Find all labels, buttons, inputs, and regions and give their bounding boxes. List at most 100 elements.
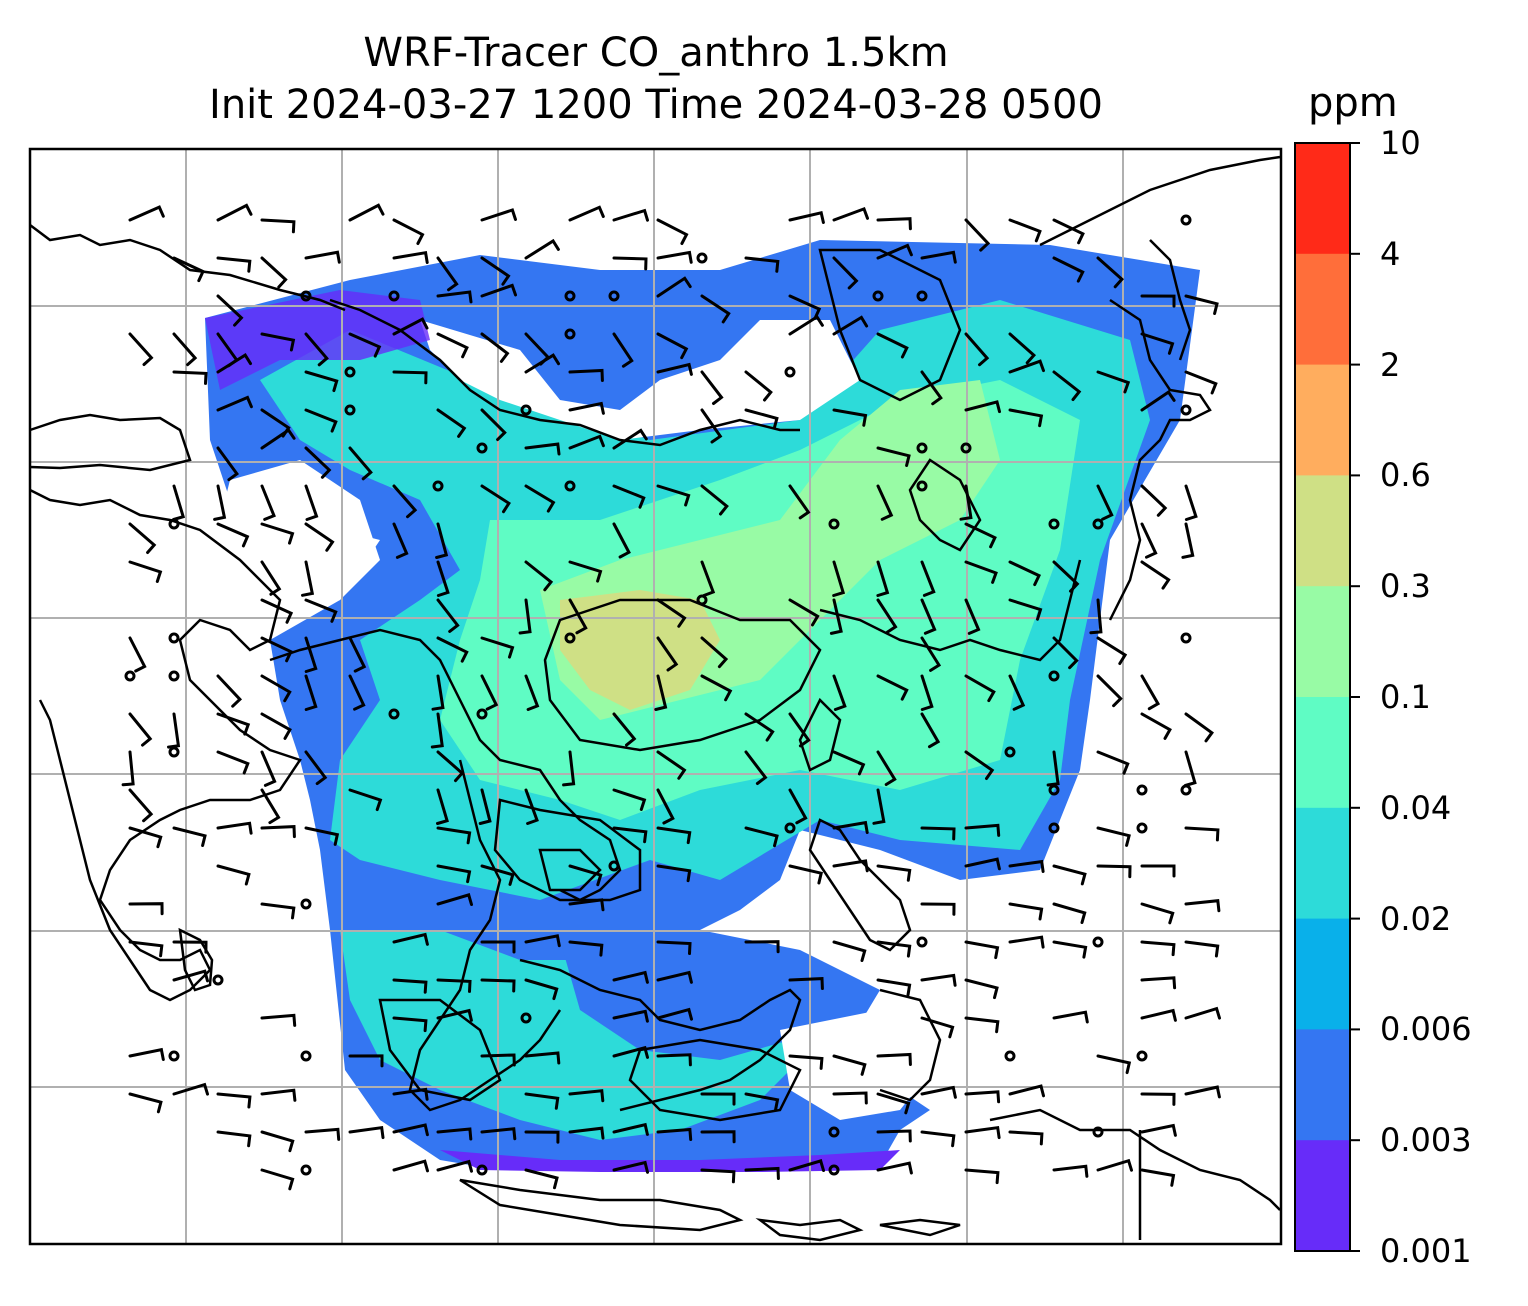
colorbar-segment: [1295, 1029, 1350, 1141]
wind-barb: [1140, 560, 1171, 590]
wind-barb: [920, 973, 957, 987]
wind-barb: [1096, 1054, 1132, 1075]
calm-wind-marker: [696, 252, 708, 264]
wind-barb: [524, 788, 539, 825]
wind-barb: [260, 1013, 297, 1027]
purple-edge-south: [440, 1150, 900, 1172]
gridlines: [30, 149, 1281, 1244]
tracer-contours: [378, 248, 962, 1122]
colorbar-tick-label: 2: [1380, 345, 1401, 384]
wind-barb: [436, 1127, 473, 1141]
wind-barb: [392, 978, 428, 994]
wind-barb: [172, 969, 209, 983]
wind-barb: [612, 826, 648, 844]
calm-wind-marker: [608, 860, 620, 872]
wind-barb: [876, 978, 912, 997]
wind-barb: [478, 788, 492, 825]
wind-barb: [348, 1126, 385, 1140]
wind-barb: [612, 522, 631, 559]
wind-barb: [612, 484, 646, 509]
wind-barb: [656, 750, 687, 780]
wind-barb: [216, 750, 250, 775]
wind-barb: [612, 1009, 649, 1023]
wind-barb: [964, 598, 981, 635]
wind-barb: [260, 522, 295, 545]
wind-barb: [920, 902, 956, 916]
calm-wind-marker: [1004, 746, 1016, 758]
chart-title-line2: Init 2024-03-27 1200 Time 2024-03-28 050…: [209, 82, 1103, 128]
wind-barb: [1096, 826, 1131, 847]
wind-barb: [656, 218, 689, 245]
wind-barb: [1096, 636, 1128, 665]
wind-barb: [876, 560, 890, 597]
wind-barb: [1140, 940, 1176, 957]
wind-barb: [172, 826, 207, 847]
wind-barb: [744, 1166, 780, 1180]
wind-barb: [876, 940, 912, 958]
wind-barb: [920, 1016, 955, 1039]
colorbar-segment: [1295, 143, 1350, 255]
colorbar-tick-label: 10: [1380, 124, 1421, 162]
wind-barb: [700, 294, 731, 324]
wind-barb: [876, 674, 909, 701]
wind-barb: [128, 788, 154, 823]
southern-blue: [560, 940, 790, 1060]
colorbar-tick-label: 4: [1380, 234, 1401, 273]
calm-wind-marker: [388, 708, 400, 720]
colorbar-segment: [1295, 697, 1350, 809]
wind-barb: [964, 560, 998, 584]
wind-barb: [172, 256, 205, 283]
wind-barb: [568, 940, 604, 957]
wind-barb: [700, 1130, 736, 1144]
wind-barb: [392, 218, 425, 245]
wind-barb: [304, 674, 318, 711]
wind-barb: [612, 208, 649, 222]
wind-barb: [260, 636, 293, 663]
wind-barb: [436, 978, 472, 993]
calm-wind-marker: [520, 1012, 532, 1024]
wind-barb: [436, 826, 472, 845]
wind-barb: [964, 218, 991, 252]
wind-barb: [1184, 484, 1198, 521]
wind-barb: [1184, 294, 1219, 315]
calm-wind-marker: [300, 1050, 312, 1062]
wind-barb: [524, 978, 559, 1001]
wind-barb: [744, 712, 775, 742]
wind-barb: [700, 1092, 736, 1106]
wind-barb: [964, 823, 1001, 837]
wind-barb: [656, 250, 693, 264]
wind-barb: [1140, 1168, 1176, 1187]
wind-barb: [213, 484, 227, 521]
wind-barb: [612, 428, 648, 450]
wind-barb: [1008, 218, 1042, 243]
wind-barb: [304, 484, 319, 521]
wind-barb: [656, 332, 689, 360]
wind-barb: [1140, 712, 1172, 740]
wind-barb: [1140, 390, 1176, 412]
calm-wind-marker: [344, 404, 356, 416]
wind-barb: [304, 370, 339, 393]
wind-barb: [392, 1087, 429, 1101]
wind-barb: [260, 332, 296, 352]
wind-barb: [1052, 560, 1080, 593]
wind-barb: [920, 1130, 956, 1148]
wind-barb: [430, 712, 444, 749]
wind-barb: [436, 256, 459, 292]
wind-barb: [216, 294, 244, 327]
wind-barb: [1008, 408, 1044, 428]
wind-barb: [920, 674, 934, 711]
wind-barb: [167, 712, 181, 749]
calm-wind-marker: [916, 290, 928, 302]
wind-barb: [392, 1123, 429, 1137]
wind-barb: [700, 636, 729, 669]
wind-barb: [172, 1082, 209, 1096]
colorbar-segment: [1295, 586, 1350, 698]
wind-barb: [1096, 864, 1132, 879]
wind-barb: [832, 1054, 867, 1076]
wind-barb: [1184, 1085, 1221, 1099]
wind-barb: [612, 256, 648, 271]
domain-highgreen-patch: [560, 590, 720, 710]
wind-barb: [128, 1047, 165, 1061]
wind-barb: [700, 560, 716, 597]
wind-barb: [128, 1092, 163, 1114]
